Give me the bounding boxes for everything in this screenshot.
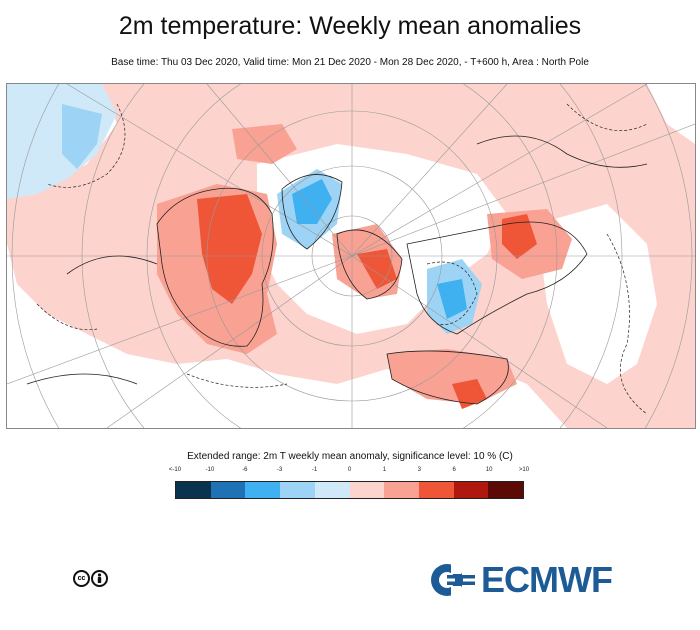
colorbar-tick-label: 10 (485, 467, 493, 473)
colorbar-tick-label: 6 (452, 467, 456, 473)
colorbar-swatch (488, 482, 524, 498)
page-title: 2m temperature: Weekly mean anomalies (118, 12, 582, 40)
colorbar-swatch (349, 482, 385, 498)
significance-contours (36, 103, 648, 415)
colorbar-swatch (384, 482, 419, 498)
cold-anomaly-europe-core (437, 279, 467, 319)
colorbar-swatch (245, 482, 281, 498)
by-person-icon (91, 570, 108, 587)
colorbar-tick-label: 0 (347, 467, 352, 473)
graticule (7, 84, 695, 428)
hot-anomaly-south-asia (452, 379, 487, 409)
neutral-region-south-west (7, 314, 337, 428)
colorbar-tick-label: 1 (382, 467, 387, 473)
colorbar-swatch (176, 482, 211, 498)
colorbar-swatch (418, 482, 454, 498)
colorbar-swatch (314, 482, 350, 498)
hot-anomaly-siberia (502, 214, 537, 259)
legend-title: Extended range: 2m T weekly mean anomaly… (187, 451, 513, 462)
cold-anomaly-greenland-core (292, 179, 332, 224)
colorbar-swatch (453, 482, 489, 498)
page-subtitle: Base time: Thu 03 Dec 2020, Valid time: … (111, 57, 589, 68)
warm-anomaly-north-pacific (232, 124, 297, 164)
hot-anomaly-arctic (357, 249, 397, 289)
anomaly-map (6, 83, 696, 429)
colorbar-tick-label: -6 (242, 467, 248, 473)
colorbar-tick-label: 3 (417, 467, 421, 473)
colorbar-swatch (210, 482, 246, 498)
colorbar-tick-label: <-10 (168, 467, 182, 473)
colorbar (175, 481, 524, 499)
colorbar-ticks: <-10 -10 -6 -3 -1 0 1 3 6 10 >10 (0, 467, 700, 477)
warm-anomaly-south-asia (387, 349, 517, 404)
coastlines (26, 135, 648, 405)
cold-region-west-inner (62, 104, 102, 169)
hot-anomaly-north-america (197, 194, 262, 304)
ecmwf-logo-text: ECMWF (481, 559, 613, 600)
colorbar-tick-label: -10 (205, 467, 215, 473)
map-canvas (7, 84, 695, 428)
colorbar-tick-label: -1 (311, 467, 318, 473)
ecmwf-logo[interactable]: ECMWF (429, 559, 613, 600)
colorbar-tick-label: >10 (518, 467, 530, 473)
cc-icon: cc (73, 570, 90, 587)
colorbar-tick-label: -3 (277, 467, 283, 473)
colorbar-swatch (280, 482, 315, 498)
ecmwf-logo-icon (431, 564, 475, 596)
creative-commons-by-icon[interactable]: cc (73, 570, 108, 587)
